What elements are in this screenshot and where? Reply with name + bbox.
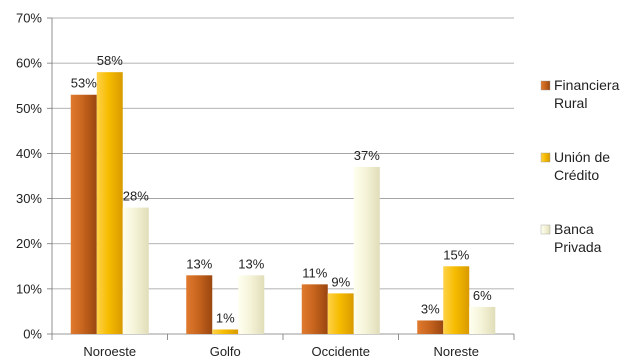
legend-label: Financiera (554, 77, 620, 93)
data-label: 13% (238, 256, 264, 271)
bar (469, 306, 496, 334)
data-label: 1% (216, 310, 235, 325)
y-tick-label: 40% (16, 146, 42, 161)
data-label: 9% (331, 274, 350, 289)
bars (70, 72, 496, 335)
data-label: 6% (473, 288, 492, 303)
bar (443, 266, 470, 334)
y-tick-label: 20% (16, 236, 42, 251)
bar (327, 293, 354, 334)
legend-swatch (540, 152, 551, 163)
data-label: 58% (97, 53, 123, 68)
category-label: Noroeste (83, 344, 136, 359)
data-labels: 53% 13% 11% 3% 58% 1% 9% 15% 28% 13% 37% 6% (71, 53, 492, 325)
bar (353, 166, 380, 334)
bar (186, 275, 213, 334)
bar (122, 207, 149, 334)
data-label: 13% (186, 256, 212, 271)
y-tick-label: 60% (16, 56, 42, 71)
y-tick-label: 30% (16, 191, 42, 206)
axes: 0% 10% 20% 30% 40% 50% 60% 70% Noroeste Golfo Occi… (16, 11, 515, 359)
y-tick-label: 10% (16, 281, 42, 296)
bar (417, 320, 444, 334)
data-label: 3% (421, 301, 440, 316)
category-label: Occidente (311, 344, 370, 359)
legend-swatch (540, 224, 551, 235)
data-label: 11% (302, 265, 327, 280)
data-label: 28% (123, 189, 149, 204)
bar (96, 72, 123, 335)
legend-label: Privada (554, 239, 602, 255)
bar (70, 94, 97, 334)
bar (212, 329, 239, 334)
y-tick-label: 50% (16, 101, 42, 116)
data-label: 37% (354, 148, 380, 163)
legend-swatch (540, 80, 551, 91)
legend-label: Banca (554, 221, 594, 237)
legend: Financiera Rural Unión de Crédito Banca Priva… (540, 77, 620, 255)
bar (301, 284, 328, 334)
data-label: 53% (71, 76, 97, 91)
legend-label: Unión de (554, 149, 610, 165)
legend-label: Rural (554, 95, 587, 111)
data-label: 15% (443, 247, 469, 262)
category-label: Noreste (433, 344, 479, 359)
y-tick-label: 0% (23, 327, 42, 342)
legend-label: Crédito (554, 167, 599, 183)
category-label: Golfo (210, 344, 241, 359)
y-tick-label: 70% (16, 11, 42, 26)
bar (238, 275, 265, 334)
